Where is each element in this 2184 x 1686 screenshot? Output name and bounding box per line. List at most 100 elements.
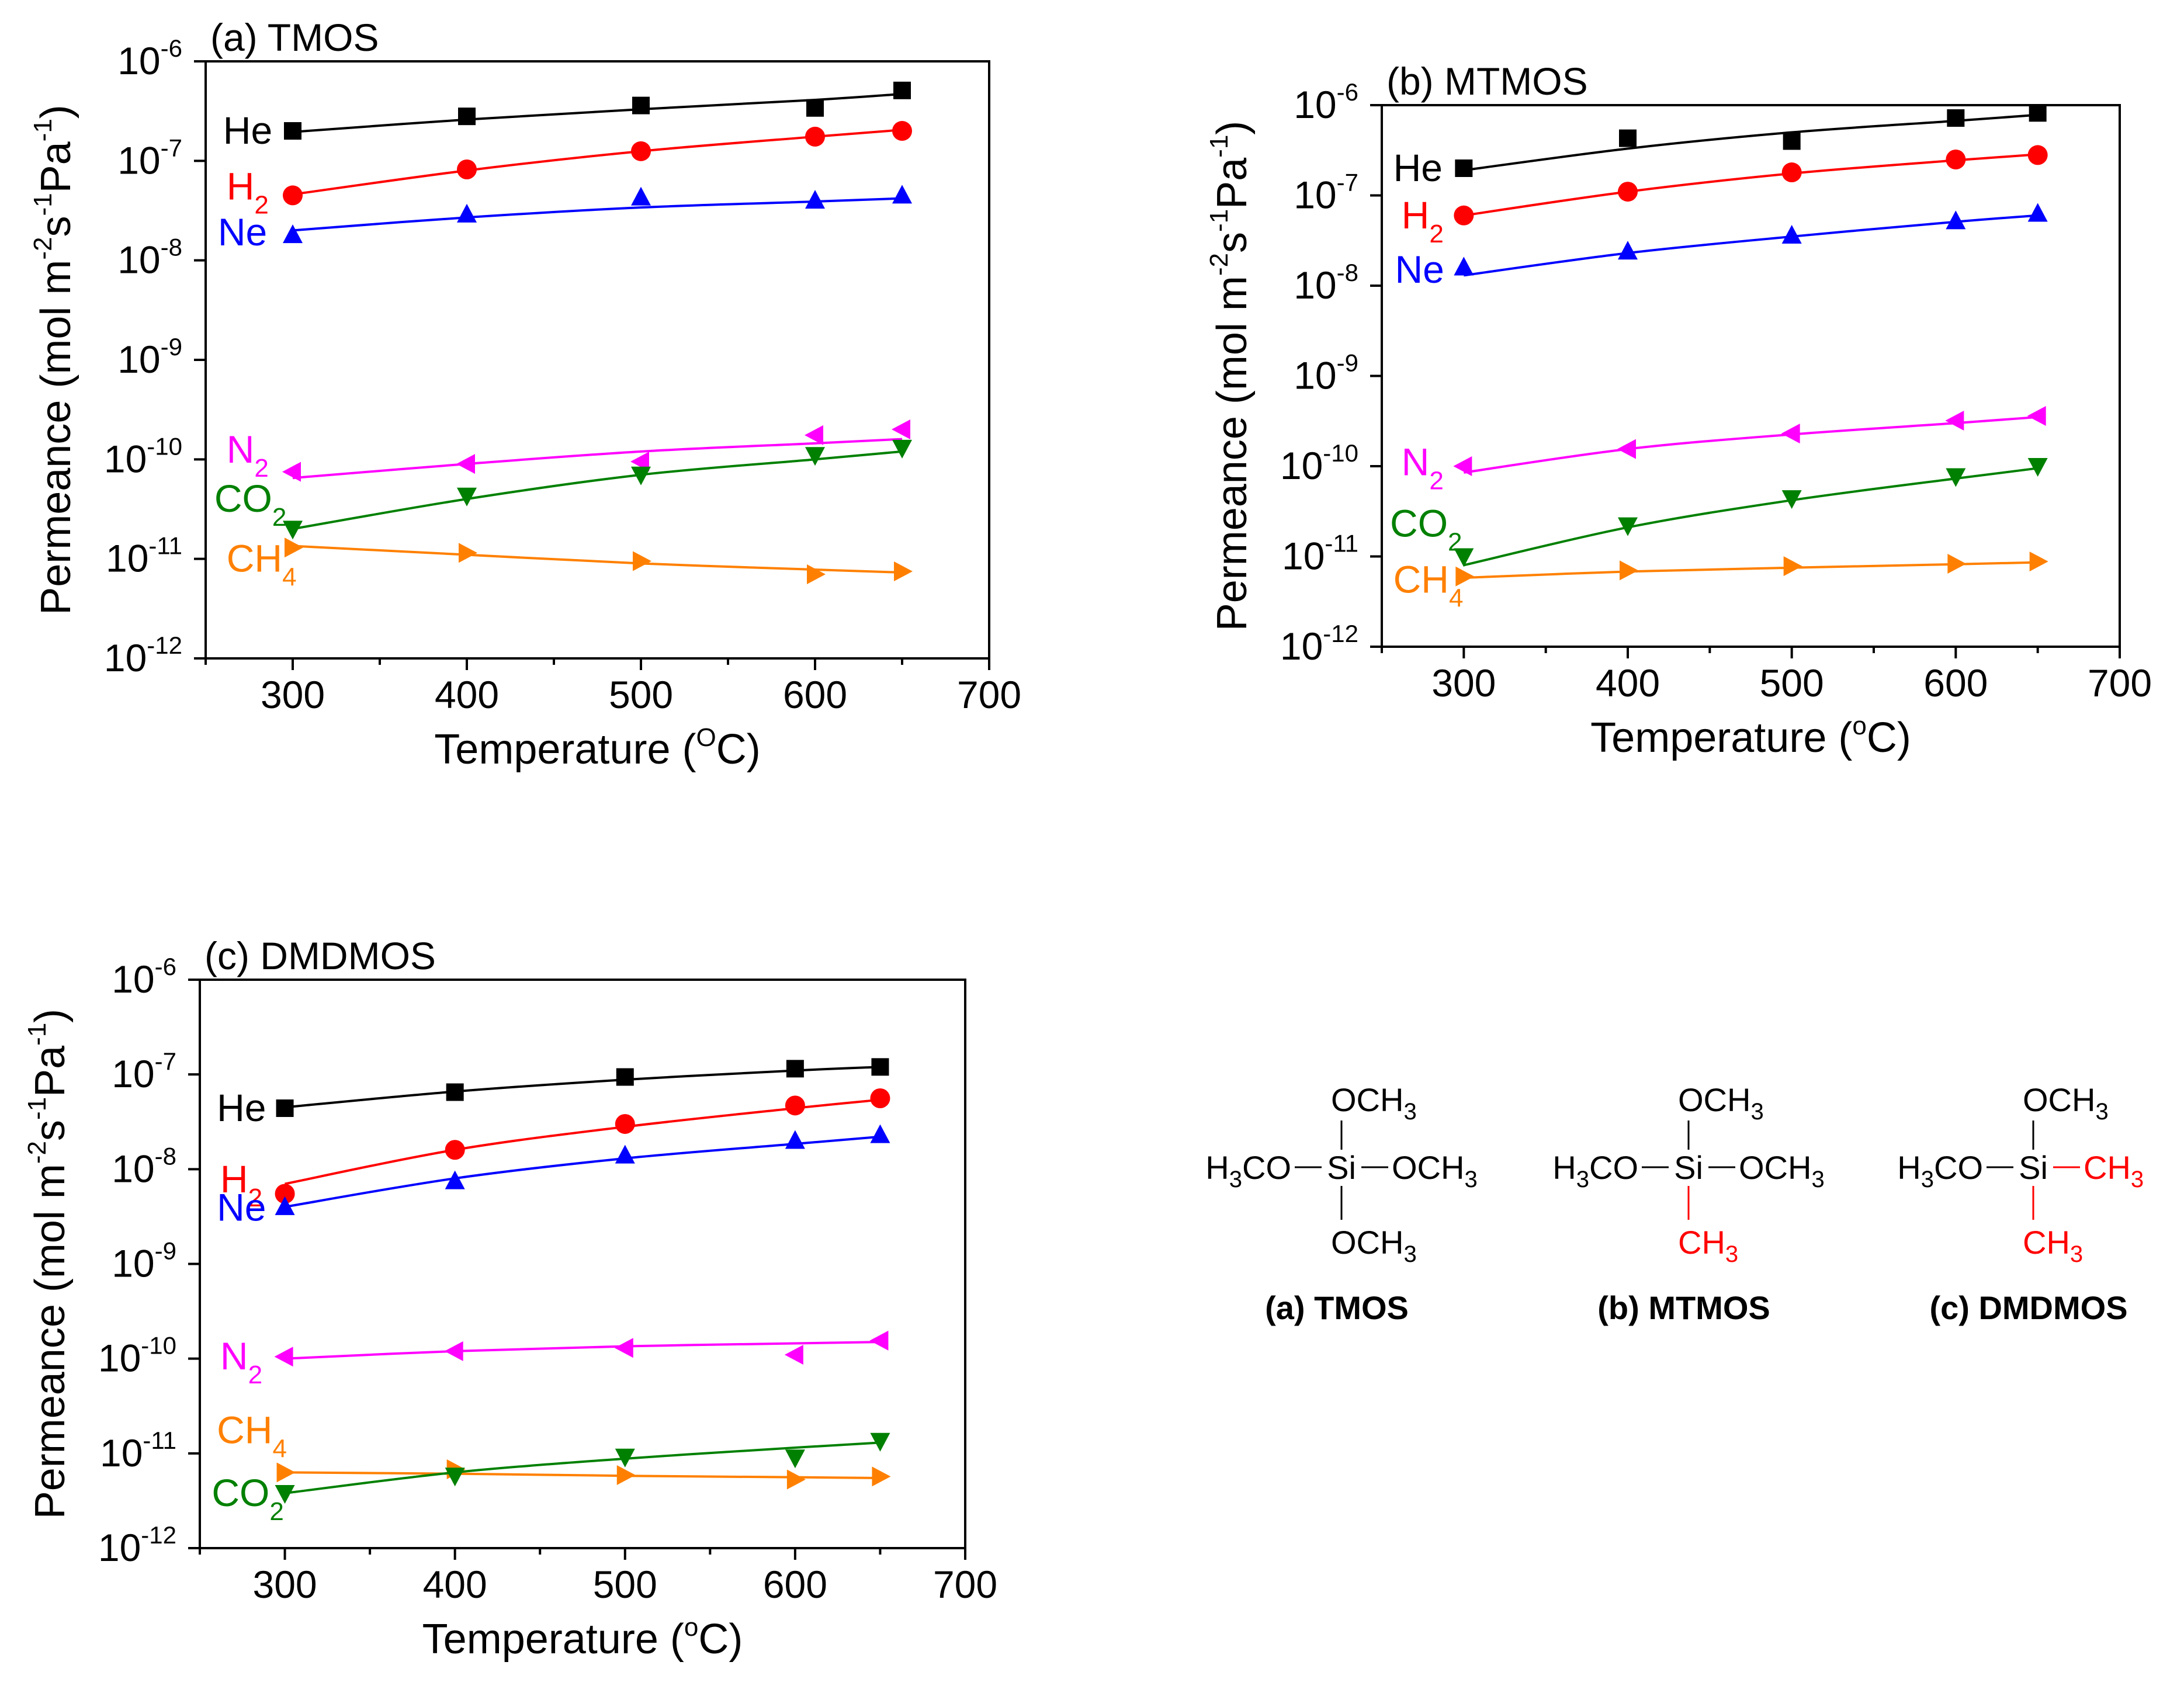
series-label: Ne [1395,248,1444,291]
x-tick-label: 600 [763,1563,827,1606]
fit-line-ch4 [292,544,903,574]
x-tick-label: 400 [423,1563,487,1606]
data-point [1783,556,1802,577]
bottom-group: CH3 [2023,1224,2083,1267]
series-ch4: CH4 [217,1408,891,1490]
x-tick-label: 300 [261,673,325,716]
x-tick-label: 500 [1760,661,1824,705]
x-tick-label: 400 [1596,661,1660,705]
left-group: H3CO [1205,1149,1291,1192]
data-point [2027,406,2046,426]
x-axis-label: Temperature (oC) [422,1613,743,1663]
data-point [786,1469,806,1490]
data-point [805,425,823,445]
data-point [2027,203,2048,222]
chart-panel-c: 300 400 500 600 700 10-12 10-11 10-10 10-9 10-8 10… [23,934,997,1663]
fit-line-co2 [285,1441,880,1494]
y-tick-label: 10-7 [112,1047,176,1095]
series-co2: CO2 [214,439,912,540]
data-point [893,81,911,99]
series-he: He [223,81,911,152]
y-tick-label: 10-8 [1294,259,1358,307]
y-tick-label: 10-10 [98,1332,176,1380]
data-point [614,1338,633,1358]
data-point [2027,458,2048,477]
series-label: He [217,1086,266,1129]
x-tick-label: 700 [933,1563,997,1606]
series-ch4: CH4 [1393,551,2048,613]
data-point [445,1140,465,1160]
data-point [870,1088,890,1109]
data-point [276,1462,296,1483]
data-point [457,159,477,180]
data-point [784,1344,803,1365]
y-tick-label: 10-6 [112,953,176,1001]
data-point [1945,410,1964,431]
chart-title: (b) MTMOS [1386,60,1588,103]
data-point [786,1060,804,1078]
data-point [615,1448,635,1468]
top-group: OCH3 [1331,1081,1417,1125]
bottom-group: CH3 [1678,1224,1738,1267]
chart-panel-b: 300 400 500 600 700 10-12 10-11 10-10 10-9 10-8 10… [1205,60,2152,761]
x-tick-label: 700 [957,673,1021,716]
data-point [1619,129,1637,147]
series-label: Ne [218,210,267,254]
fit-line-h2 [285,1098,880,1185]
data-point [459,543,477,563]
fit-line-co2 [292,450,903,530]
data-point [632,96,650,115]
data-point [445,1468,465,1487]
data-point [1946,150,1966,170]
data-point [631,466,651,485]
data-point [1781,225,1802,244]
series-h2: H2 [227,121,912,220]
data-point [2029,104,2047,122]
data-point [1947,554,1967,574]
si-atom: Si [1327,1149,1356,1186]
series-label: CO2 [214,477,286,532]
data-point [631,186,651,206]
data-point [445,1170,465,1189]
data-point [1620,560,1638,581]
data-point [785,1095,805,1116]
data-point [892,121,912,141]
y-tick-label: 10-7 [117,134,182,182]
series-n2: N2 [227,419,910,483]
data-point [446,1083,464,1101]
data-point [894,561,913,581]
fit-line-ch4 [1464,561,2038,580]
series-label: H2 [220,1157,262,1212]
y-tick-label: 10-12 [1280,620,1358,668]
x-tick-label: 600 [1923,661,1988,705]
data-point [1617,439,1636,459]
data-point [444,1341,463,1361]
data-point [1455,159,1473,177]
y-axis-label: Permeance (mol m-2s-1Pa-1) [1205,121,1256,632]
data-point [870,1124,890,1143]
data-point [1618,517,1638,536]
x-axis-label: Temperature (OC) [434,723,760,773]
x-tick-label: 400 [435,673,499,716]
data-point [870,1432,890,1452]
data-point [805,190,825,209]
data-point [1781,490,1802,509]
data-point [1781,162,1802,183]
top-group: OCH3 [1678,1081,1764,1125]
series-label: N2 [1402,440,1444,495]
top-group: OCH3 [2023,1081,2109,1125]
right-group: CH3 [2084,1149,2144,1192]
y-tick-label: 10-12 [104,632,182,679]
bottom-group: OCH3 [1331,1224,1417,1267]
x-tick-label: 300 [1431,661,1496,705]
y-tick-label: 10-6 [117,34,182,82]
data-point [285,537,303,558]
data-point [276,1099,294,1117]
y-tick-label: 10-11 [100,1427,176,1475]
data-point [631,141,651,161]
series-he: He [217,1058,889,1129]
data-point [805,447,825,466]
data-point [1618,182,1638,202]
